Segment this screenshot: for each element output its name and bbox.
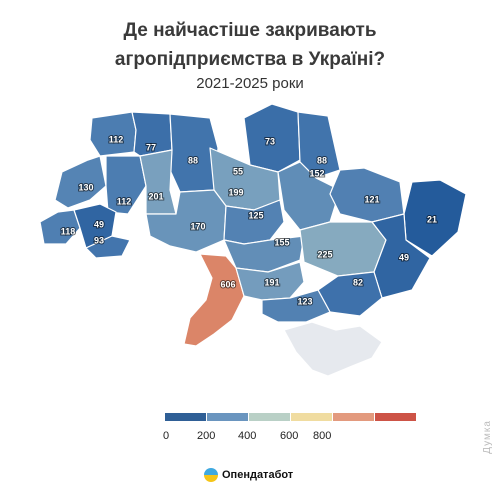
region-label-rivne: 77 (146, 142, 156, 152)
legend-tick-label: 0 (163, 430, 170, 442)
logo-text: Опендатабот (222, 469, 294, 481)
region-label-kyiv-city: 55 (233, 166, 243, 176)
region-label-luhansk: 21 (427, 214, 437, 224)
region-lviv (54, 155, 107, 209)
legend-swatch (333, 413, 374, 421)
region-label-odesa: 606 (220, 279, 235, 289)
region-khmelnytskyi (139, 149, 177, 215)
region-label-cherkasy: 125 (248, 210, 263, 220)
map-subtitle: 2021-2025 роки (196, 75, 304, 92)
region-label-mykolaiv: 191 (264, 277, 279, 287)
region-label-khmelnytskyi: 201 (148, 191, 163, 201)
watermark: Думка (482, 420, 493, 454)
region-label-chernihiv: 73 (265, 136, 275, 146)
region-poltava (277, 161, 341, 231)
region-label-lviv: 130 (78, 182, 93, 192)
logo-icon (204, 468, 218, 482)
region-chernivtsi (85, 235, 131, 259)
region-dnipropetrovsk (299, 221, 387, 277)
map-title: Де найчастіше закривають агропідприємств… (0, 16, 500, 74)
legend-tick-label: 200 (197, 430, 216, 442)
region-mykolaiv (235, 261, 305, 301)
region-crimea (283, 321, 383, 377)
region-label-sumy: 88 (317, 155, 327, 165)
legend-swatch (291, 413, 332, 421)
legend-tick-label: 600 (280, 430, 299, 442)
region-kherson (261, 289, 331, 323)
legend-tick-label: 400 (238, 430, 257, 442)
region-label-dnipropetrovsk: 225 (317, 249, 332, 259)
region-odesa (183, 253, 245, 347)
legend-color-bar (165, 413, 417, 421)
title-line-2: агропідприємства в Україні? (114, 49, 386, 70)
region-label-kyiv: 199 (228, 187, 243, 197)
region-label-zaporizhzhia: 82 (353, 277, 363, 287)
region-donetsk (371, 213, 431, 299)
legend-swatch (207, 413, 248, 421)
brand-logo: Опендатабот (204, 468, 293, 482)
region-label-chernivtsi: 93 (94, 235, 104, 245)
legend-swatch (249, 413, 290, 421)
region-sumy (297, 111, 341, 179)
legend-swatch (165, 413, 206, 421)
region-label-kherson: 123 (297, 296, 312, 306)
region-label-vinnytsia: 170 (190, 221, 205, 231)
region-label-kharkiv: 121 (364, 194, 379, 204)
legend-tick-label: 800 (313, 430, 332, 442)
region-label-volyn: 112 (109, 134, 124, 144)
region-label-zhytomyr: 88 (188, 155, 198, 165)
title-line-1: Де найчастіше закривають (123, 20, 377, 41)
region-label-poltava: 152 (309, 168, 324, 178)
region-label-kirovohrad: 155 (274, 237, 289, 247)
region-label-ternopil: 112 (117, 196, 132, 206)
region-label-donetsk: 49 (399, 252, 409, 262)
region-label-ivano-frankivsk: 49 (94, 219, 104, 229)
region-label-zakarpattia: 118 (61, 226, 76, 236)
legend-swatch (375, 413, 416, 421)
